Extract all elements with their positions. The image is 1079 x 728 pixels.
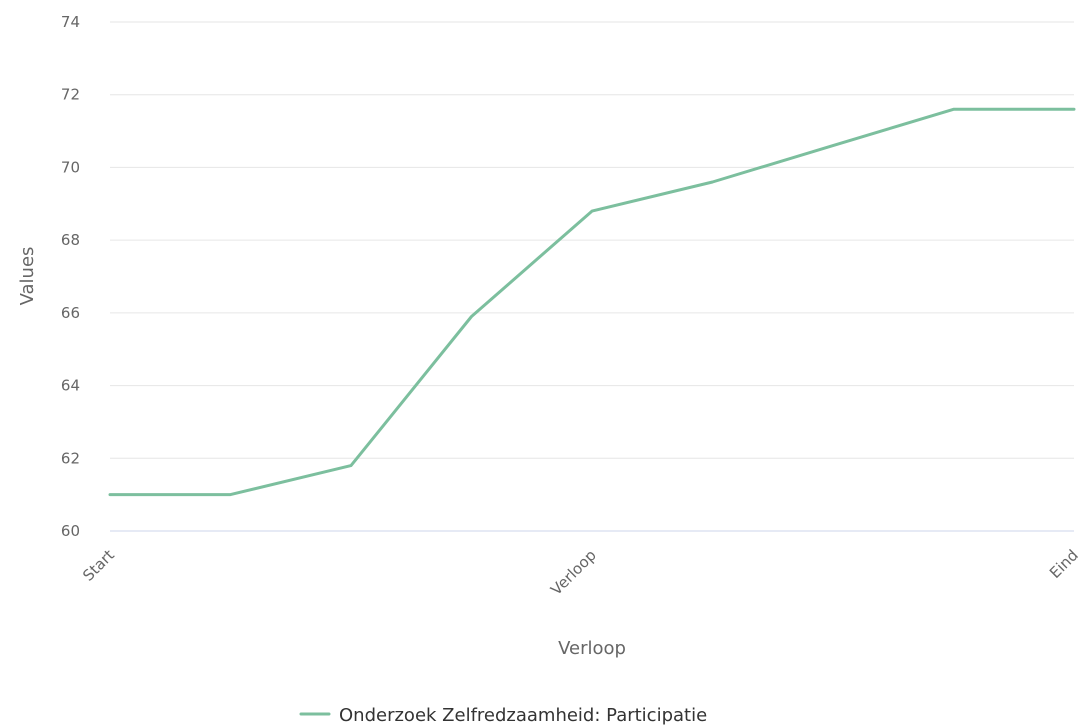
y-axis-ticks: 60 62 64 66 68 70 72 74	[61, 13, 80, 540]
y-tick-label: 62	[61, 449, 80, 467]
x-axis-title: Verloop	[558, 638, 626, 659]
y-tick-label: 64	[61, 377, 80, 395]
series-layer	[108, 107, 1076, 497]
y-tick-label: 66	[61, 304, 80, 322]
y-tick-label: 60	[61, 522, 80, 540]
y-tick-label: 74	[61, 13, 80, 31]
x-tick-label: Eind	[1046, 546, 1079, 582]
y-tick-label: 68	[61, 231, 80, 249]
legend[interactable]: Onderzoek Zelfredzaamheid: Participatie	[299, 705, 707, 726]
y-axis-title: Values	[17, 247, 38, 306]
x-tick-label: Verloop	[547, 546, 600, 599]
y-tick-label: 72	[61, 86, 80, 104]
x-tick-label: Start	[79, 546, 118, 585]
legend-label: Onderzoek Zelfredzaamheid: Participatie	[339, 705, 707, 726]
gridlines	[110, 21, 1074, 532]
x-axis-ticks: Start Verloop Eind	[79, 546, 1079, 599]
series-line[interactable]	[108, 107, 1076, 497]
y-tick-label: 70	[61, 158, 80, 176]
